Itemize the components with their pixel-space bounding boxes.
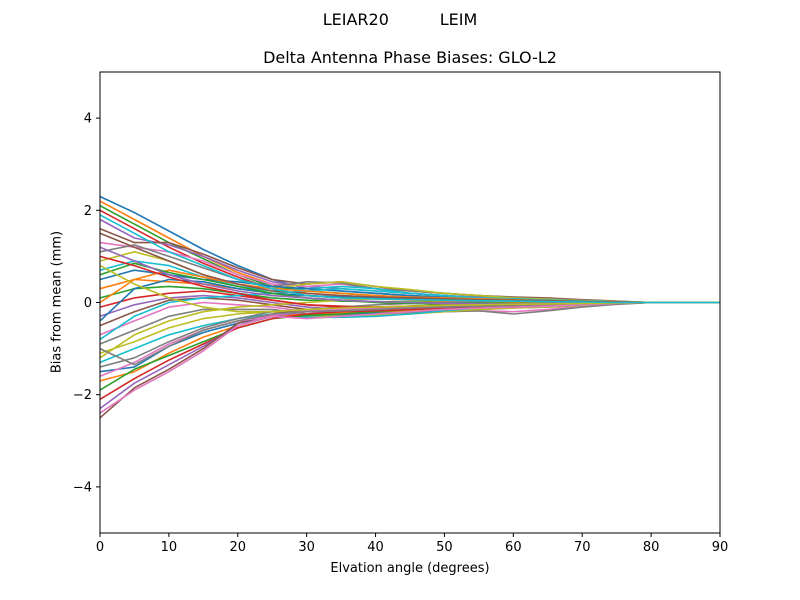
series-line-40 xyxy=(99,214,720,304)
series-line-26 xyxy=(99,301,720,419)
y-tick-label: 4 xyxy=(84,112,92,127)
series-line-18 xyxy=(99,301,720,345)
y-tick-label: −4 xyxy=(73,480,92,495)
series-line-1 xyxy=(99,195,720,304)
x-tick-label: 70 xyxy=(574,540,591,555)
x-tick-label: 40 xyxy=(367,540,384,555)
x-tick-label: 0 xyxy=(96,540,104,555)
x-tick-label: 50 xyxy=(436,540,453,555)
y-tick-label: −2 xyxy=(73,388,92,403)
y-axis-label: Bias from mean (mm) xyxy=(49,230,65,374)
y-axis: −4 −2 0 2 4 xyxy=(73,112,100,495)
series-line-24 xyxy=(99,301,720,400)
x-axis: 0 10 20 30 40 50 60 70 80 90 xyxy=(96,533,728,555)
x-axis-label: Elvation angle (degrees) xyxy=(330,561,490,576)
series-layer xyxy=(99,195,720,419)
x-tick-label: 20 xyxy=(230,540,247,555)
y-tick-label: 0 xyxy=(84,296,92,311)
x-tick-label: 30 xyxy=(298,540,315,555)
series-line-23 xyxy=(99,301,720,391)
x-tick-label: 80 xyxy=(643,540,660,555)
x-tick-label: 60 xyxy=(505,540,522,555)
y-tick-label: 2 xyxy=(84,204,92,219)
series-line-27 xyxy=(99,301,720,414)
chart-title: Delta Antenna Phase Biases: GLO-L2 xyxy=(263,48,557,67)
x-tick-label: 10 xyxy=(161,540,178,555)
figure-suptitle: LEIAR20 LEIM xyxy=(322,10,478,29)
x-tick-label: 90 xyxy=(712,540,729,555)
